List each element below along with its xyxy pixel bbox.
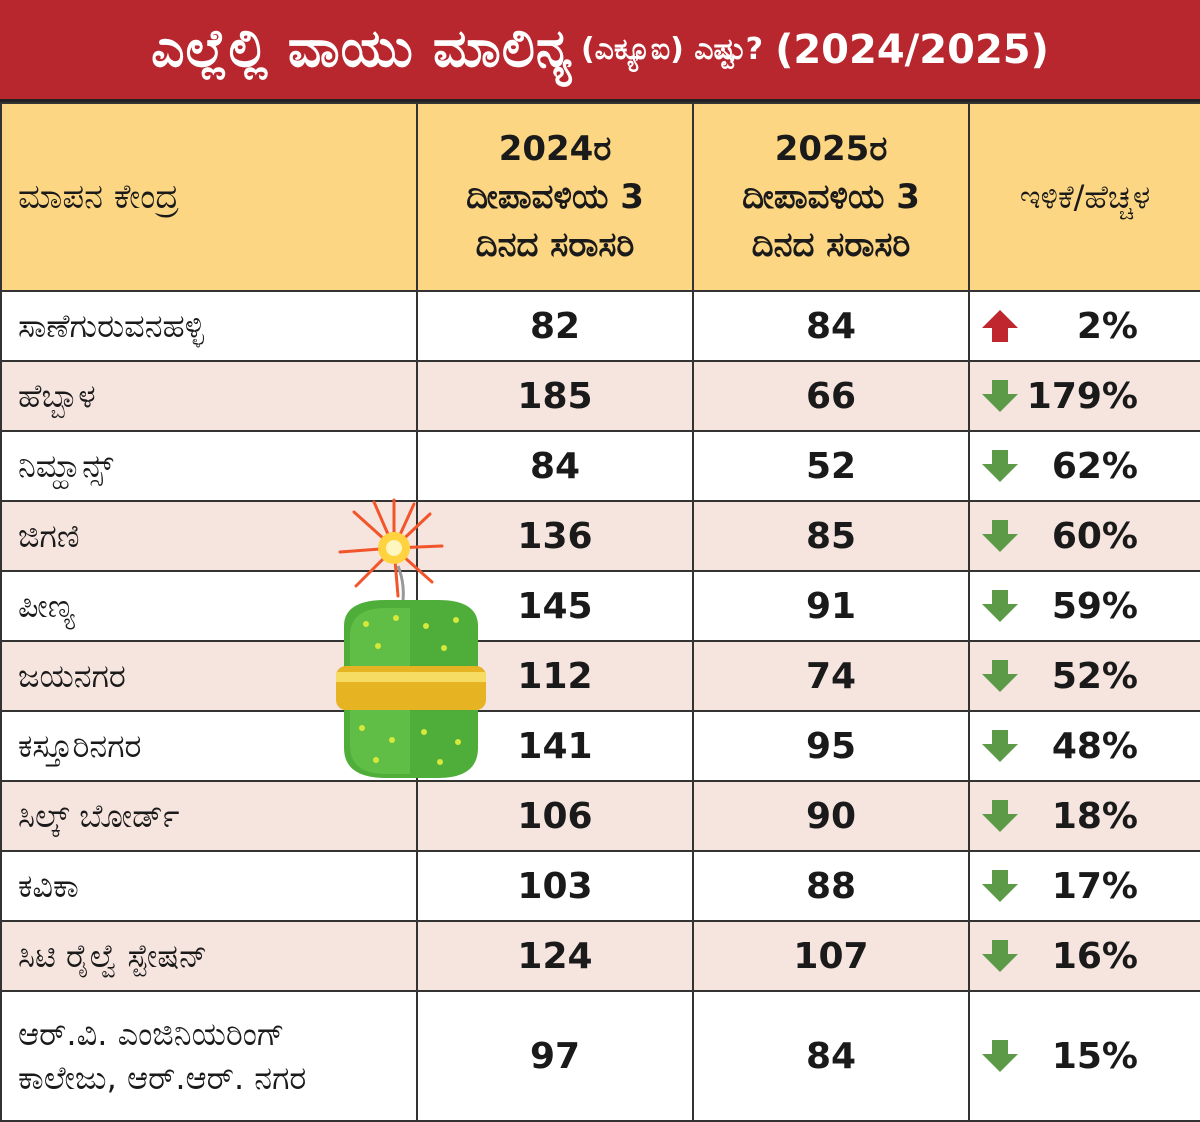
title-bar: ಎಲ್ಲೆಲ್ಲಿ ವಾಯು ಮಾಲಿನ್ಯ (ಎಕ್ಯೂಐ) ಎಷ್ಟು? (… [0, 0, 1200, 102]
change-value: 62% [1051, 445, 1138, 487]
aqi-2024-value: 97 [416, 990, 694, 1122]
aqi-2025-value: 85 [692, 500, 970, 572]
table-row: ಕಸ್ತೂರಿನಗರ 141 95 48% [0, 710, 1200, 782]
header-2024-line2: ದೀಪಾವಳಿಯ 3 [466, 177, 644, 217]
header-2024-line3: ದಿನದ ಸರಾಸರಿ [475, 225, 635, 265]
aqi-2024-value: 136 [416, 500, 694, 572]
header-2024: 2024ರ ದೀಪಾವಳಿಯ 3 ದಿನದ ಸರಾಸರಿ [416, 102, 694, 292]
header-change-label: ಇಳಿಕೆ/ಹೆಚ್ಚಳ [1019, 178, 1151, 216]
change-cell: 16% [968, 920, 1200, 992]
aqi-2025-value: 95 [692, 710, 970, 782]
arrow-down-icon [982, 1040, 1018, 1072]
station-name: ಸಿಟಿ ರೈಲ್ವೆ ಸ್ಟೇಷನ್ [0, 920, 418, 992]
change-cell: 17% [968, 850, 1200, 922]
title-year: (2024/2025) [775, 26, 1049, 73]
arrow-down-icon [982, 940, 1018, 972]
change-value: 15% [1051, 1035, 1138, 1077]
station-name: ನಿಮ್ಹಾನ್ಸ್ [0, 430, 418, 502]
aqi-2024-value: 84 [416, 430, 694, 502]
table-row: ಸಾಣೆಗುರುವನಹಳ್ಳಿ 82 84 2% [0, 290, 1200, 362]
header-2025-line3: ದಿನದ ಸರಾಸರಿ [751, 225, 911, 265]
arrow-down-icon [982, 870, 1018, 902]
table-row: ಜಯನಗರ 112 74 52% [0, 640, 1200, 712]
station-name: ಆರ್.ವಿ. ಎಂಜಿನಿಯರಿಂಗ್ ಕಾಲೇಜು, ಆರ್.ಆರ್. ನಗರ [0, 990, 418, 1122]
change-value: 60% [1051, 515, 1138, 557]
change-value: 18% [1051, 795, 1138, 837]
change-cell: 179% [968, 360, 1200, 432]
station-name: ಸಾಣೆಗುರುವನಹಳ್ಳಿ [0, 290, 418, 362]
table-row: ಪೀಣ್ಯ 145 91 59% [0, 570, 1200, 642]
change-value: 16% [1051, 935, 1138, 977]
change-cell: 2% [968, 290, 1200, 362]
change-value: 52% [1051, 655, 1138, 697]
firecracker-illustration [336, 498, 486, 778]
change-cell: 18% [968, 780, 1200, 852]
aqi-2024-value: 103 [416, 850, 694, 922]
aqi-2024-value: 185 [416, 360, 694, 432]
arrow-down-icon [982, 800, 1018, 832]
station-name-line2: ಕಾಲೇಜು, ಆರ್.ಆರ್. ನಗರ [18, 1059, 307, 1097]
change-value: 59% [1051, 585, 1138, 627]
station-name: ಹೆಬ್ಬಾಳ [0, 360, 418, 432]
change-value: 179% [1026, 375, 1138, 417]
arrow-down-icon [982, 730, 1018, 762]
aqi-2025-value: 91 [692, 570, 970, 642]
change-value: 48% [1051, 725, 1138, 767]
aqi-2025-value: 74 [692, 640, 970, 712]
aqi-2025-value: 88 [692, 850, 970, 922]
arrow-up-icon [982, 310, 1018, 342]
header-station: ಮಾಪನ ಕೇಂದ್ರ [0, 102, 418, 292]
title-sub: (ಎಕ್ಯೂಐ) ಎಷ್ಟು? [580, 32, 764, 67]
aqi-2024-value: 82 [416, 290, 694, 362]
station-name: ಕವಿಕಾ [0, 850, 418, 922]
station-name: ಸಿಲ್ಕ್ ಬೋರ್ಡ್ [0, 780, 418, 852]
change-cell: 59% [968, 570, 1200, 642]
aqi-2025-value: 90 [692, 780, 970, 852]
header-row: ಮಾಪನ ಕೇಂದ್ರ 2024ರ ದೀಪಾವಳಿಯ 3 ದಿನದ ಸರಾಸರಿ… [0, 102, 1200, 292]
change-value: 2% [1076, 305, 1138, 347]
spark-icon [338, 498, 444, 598]
header-2025-year: 2025ರ [774, 129, 888, 169]
table-row: ಜಿಗಣಿ 136 85 60% [0, 500, 1200, 572]
arrow-down-icon [982, 520, 1018, 552]
station-name-line1: ಆರ್.ವಿ. ಎಂಜಿನಿಯರಿಂಗ್ [18, 1015, 285, 1053]
table-row: ಸಿಲ್ಕ್ ಬೋರ್ಡ್ 106 90 18% [0, 780, 1200, 852]
change-cell: 15% [968, 990, 1200, 1122]
arrow-down-icon [982, 590, 1018, 622]
change-cell: 48% [968, 710, 1200, 782]
change-cell: 52% [968, 640, 1200, 712]
cracker-body-icon [336, 600, 486, 778]
title-main: ಎಲ್ಲೆಲ್ಲಿ ವಾಯು ಮಾಲಿನ್ಯ [151, 19, 573, 79]
arrow-down-icon [982, 450, 1018, 482]
aqi-2025-value: 52 [692, 430, 970, 502]
change-cell: 60% [968, 500, 1200, 572]
change-value: 17% [1051, 865, 1138, 907]
aqi-2025-value: 84 [692, 990, 970, 1122]
table-row: ಹೆಬ್ಬಾಳ 185 66 179% [0, 360, 1200, 432]
arrow-down-icon [982, 380, 1018, 412]
aqi-2025-value: 66 [692, 360, 970, 432]
aqi-table: ಮಾಪನ ಕೇಂದ್ರ 2024ರ ದೀಪಾವಳಿಯ 3 ದಿನದ ಸರಾಸರಿ… [0, 102, 1200, 1122]
header-change: ಇಳಿಕೆ/ಹೆಚ್ಚಳ [968, 102, 1200, 292]
table-row: ಸಿಟಿ ರೈಲ್ವೆ ಸ್ಟೇಷನ್ 124 107 16% [0, 920, 1200, 992]
header-2024-year: 2024ರ [498, 129, 612, 169]
aqi-2025-value: 84 [692, 290, 970, 362]
table-row: ಆರ್.ವಿ. ಎಂಜಿನಿಯರಿಂಗ್ ಕಾಲೇಜು, ಆರ್.ಆರ್. ನಗರ… [0, 990, 1200, 1122]
change-cell: 62% [968, 430, 1200, 502]
header-2025-line2: ದೀಪಾವಳಿಯ 3 [742, 177, 920, 217]
header-2025: 2025ರ ದೀಪಾವಳಿಯ 3 ದಿನದ ಸರಾಸರಿ [692, 102, 970, 292]
aqi-2024-value: 124 [416, 920, 694, 992]
header-station-label: ಮಾಪನ ಕೇಂದ್ರ [18, 177, 179, 217]
table-row: ನಿಮ್ಹಾನ್ಸ್ 84 52 62% [0, 430, 1200, 502]
arrow-down-icon [982, 660, 1018, 692]
aqi-2024-value: 106 [416, 780, 694, 852]
aqi-2025-value: 107 [692, 920, 970, 992]
table-row: ಕವಿಕಾ 103 88 17% [0, 850, 1200, 922]
station-name: ಜಿಗಣಿ [0, 500, 418, 572]
